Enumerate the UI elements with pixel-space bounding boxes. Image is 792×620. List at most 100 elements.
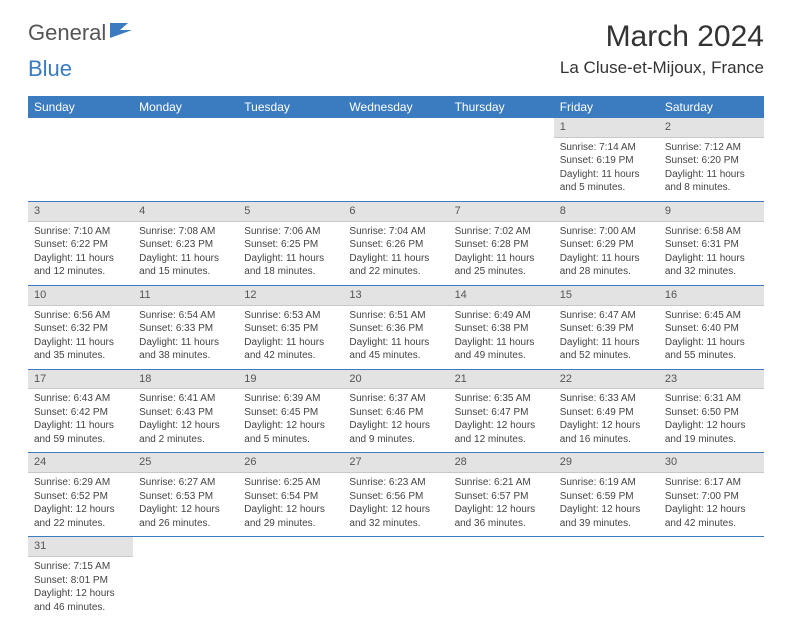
sunrise-text: Sunrise: 6:25 AM: [244, 476, 337, 490]
sunrise-text: Sunrise: 7:12 AM: [665, 141, 758, 155]
calendar-day-cell: 3Sunrise: 7:10 AMSunset: 6:22 PMDaylight…: [28, 201, 133, 285]
logo-text-general: General: [28, 20, 106, 46]
calendar-day-cell: 13Sunrise: 6:51 AMSunset: 6:36 PMDayligh…: [343, 285, 448, 369]
sunset-text: Sunset: 6:40 PM: [665, 322, 758, 336]
calendar-table: SundayMondayTuesdayWednesdayThursdayFrid…: [28, 96, 764, 620]
day-content: [238, 137, 343, 187]
sunrise-text: Sunrise: 6:49 AM: [455, 309, 548, 323]
calendar-day-cell: 29Sunrise: 6:19 AMSunset: 6:59 PMDayligh…: [554, 453, 659, 537]
calendar-day-cell: 27Sunrise: 6:23 AMSunset: 6:56 PMDayligh…: [343, 453, 448, 537]
day-number: 11: [133, 286, 238, 306]
day-content: Sunrise: 6:41 AMSunset: 6:43 PMDaylight:…: [133, 389, 238, 452]
calendar-day-cell: 4Sunrise: 7:08 AMSunset: 6:23 PMDaylight…: [133, 201, 238, 285]
sunset-text: Sunset: 6:59 PM: [560, 490, 653, 504]
day-number: 16: [659, 286, 764, 306]
sunrise-text: Sunrise: 6:58 AM: [665, 225, 758, 239]
sunset-text: Sunset: 6:31 PM: [665, 238, 758, 252]
calendar-day-cell: 16Sunrise: 6:45 AMSunset: 6:40 PMDayligh…: [659, 285, 764, 369]
day-number: [554, 537, 659, 556]
calendar-day-cell: 21Sunrise: 6:35 AMSunset: 6:47 PMDayligh…: [449, 369, 554, 453]
sunset-text: Sunset: 6:32 PM: [34, 322, 127, 336]
sunrise-text: Sunrise: 7:15 AM: [34, 560, 127, 574]
flag-icon: [110, 19, 136, 45]
daylight-text: Daylight: 11 hours and 55 minutes.: [665, 336, 758, 363]
daylight-text: Daylight: 12 hours and 16 minutes.: [560, 419, 653, 446]
daylight-text: Daylight: 11 hours and 8 minutes.: [665, 168, 758, 195]
calendar-day-cell: 24Sunrise: 6:29 AMSunset: 6:52 PMDayligh…: [28, 453, 133, 537]
sunrise-text: Sunrise: 7:14 AM: [560, 141, 653, 155]
month-title: March 2024: [560, 20, 764, 54]
day-content: [449, 556, 554, 606]
calendar-day-cell: [238, 118, 343, 201]
day-number: 28: [449, 453, 554, 473]
day-content: Sunrise: 7:08 AMSunset: 6:23 PMDaylight:…: [133, 222, 238, 285]
calendar-week-row: 10Sunrise: 6:56 AMSunset: 6:32 PMDayligh…: [28, 285, 764, 369]
calendar-day-cell: 31Sunrise: 7:15 AMSunset: 8:01 PMDayligh…: [28, 537, 133, 620]
sunset-text: Sunset: 6:52 PM: [34, 490, 127, 504]
day-content: [133, 556, 238, 606]
sunrise-text: Sunrise: 6:21 AM: [455, 476, 548, 490]
day-content: [28, 137, 133, 187]
sunrise-text: Sunrise: 7:00 AM: [560, 225, 653, 239]
daylight-text: Daylight: 12 hours and 29 minutes.: [244, 503, 337, 530]
day-content: Sunrise: 6:23 AMSunset: 6:56 PMDaylight:…: [343, 473, 448, 536]
calendar-day-cell: 19Sunrise: 6:39 AMSunset: 6:45 PMDayligh…: [238, 369, 343, 453]
day-content: Sunrise: 6:51 AMSunset: 6:36 PMDaylight:…: [343, 306, 448, 369]
day-number: 12: [238, 286, 343, 306]
day-number: 22: [554, 370, 659, 390]
day-content: Sunrise: 6:29 AMSunset: 6:52 PMDaylight:…: [28, 473, 133, 536]
sunrise-text: Sunrise: 7:10 AM: [34, 225, 127, 239]
day-number: [28, 118, 133, 137]
calendar-day-cell: [133, 118, 238, 201]
daylight-text: Daylight: 12 hours and 32 minutes.: [349, 503, 442, 530]
day-number: 8: [554, 202, 659, 222]
sunset-text: Sunset: 7:00 PM: [665, 490, 758, 504]
daylight-text: Daylight: 11 hours and 5 minutes.: [560, 168, 653, 195]
sunrise-text: Sunrise: 7:06 AM: [244, 225, 337, 239]
calendar-body: 1Sunrise: 7:14 AMSunset: 6:19 PMDaylight…: [28, 118, 764, 620]
sunset-text: Sunset: 6:49 PM: [560, 406, 653, 420]
day-number: 30: [659, 453, 764, 473]
sunset-text: Sunset: 6:36 PM: [349, 322, 442, 336]
day-content: Sunrise: 7:02 AMSunset: 6:28 PMDaylight:…: [449, 222, 554, 285]
day-content: Sunrise: 6:45 AMSunset: 6:40 PMDaylight:…: [659, 306, 764, 369]
day-number: 10: [28, 286, 133, 306]
sunset-text: Sunset: 6:54 PM: [244, 490, 337, 504]
daylight-text: Daylight: 12 hours and 12 minutes.: [455, 419, 548, 446]
daylight-text: Daylight: 12 hours and 42 minutes.: [665, 503, 758, 530]
day-content: Sunrise: 6:53 AMSunset: 6:35 PMDaylight:…: [238, 306, 343, 369]
daylight-text: Daylight: 12 hours and 19 minutes.: [665, 419, 758, 446]
calendar-day-cell: 18Sunrise: 6:41 AMSunset: 6:43 PMDayligh…: [133, 369, 238, 453]
calendar-day-cell: 17Sunrise: 6:43 AMSunset: 6:42 PMDayligh…: [28, 369, 133, 453]
sunset-text: Sunset: 6:56 PM: [349, 490, 442, 504]
calendar-day-cell: [554, 537, 659, 620]
calendar-week-row: 17Sunrise: 6:43 AMSunset: 6:42 PMDayligh…: [28, 369, 764, 453]
day-content: Sunrise: 7:04 AMSunset: 6:26 PMDaylight:…: [343, 222, 448, 285]
calendar-day-cell: 1Sunrise: 7:14 AMSunset: 6:19 PMDaylight…: [554, 118, 659, 201]
calendar-day-cell: [133, 537, 238, 620]
day-number: 24: [28, 453, 133, 473]
day-number: [449, 537, 554, 556]
day-content: Sunrise: 6:58 AMSunset: 6:31 PMDaylight:…: [659, 222, 764, 285]
sunset-text: Sunset: 6:19 PM: [560, 154, 653, 168]
daylight-text: Daylight: 11 hours and 12 minutes.: [34, 252, 127, 279]
sunset-text: Sunset: 6:28 PM: [455, 238, 548, 252]
day-content: Sunrise: 6:31 AMSunset: 6:50 PMDaylight:…: [659, 389, 764, 452]
day-number: 20: [343, 370, 448, 390]
daylight-text: Daylight: 12 hours and 36 minutes.: [455, 503, 548, 530]
calendar-week-row: 3Sunrise: 7:10 AMSunset: 6:22 PMDaylight…: [28, 201, 764, 285]
calendar-week-row: 24Sunrise: 6:29 AMSunset: 6:52 PMDayligh…: [28, 453, 764, 537]
sunset-text: Sunset: 6:33 PM: [139, 322, 232, 336]
daylight-text: Daylight: 12 hours and 26 minutes.: [139, 503, 232, 530]
sunrise-text: Sunrise: 6:19 AM: [560, 476, 653, 490]
daylight-text: Daylight: 12 hours and 22 minutes.: [34, 503, 127, 530]
day-content: [238, 556, 343, 606]
day-number: 25: [133, 453, 238, 473]
day-number: 15: [554, 286, 659, 306]
calendar-day-cell: 23Sunrise: 6:31 AMSunset: 6:50 PMDayligh…: [659, 369, 764, 453]
day-number: 17: [28, 370, 133, 390]
sunset-text: Sunset: 6:50 PM: [665, 406, 758, 420]
calendar-day-cell: 20Sunrise: 6:37 AMSunset: 6:46 PMDayligh…: [343, 369, 448, 453]
weekday-header: Wednesday: [343, 96, 448, 118]
daylight-text: Daylight: 11 hours and 22 minutes.: [349, 252, 442, 279]
